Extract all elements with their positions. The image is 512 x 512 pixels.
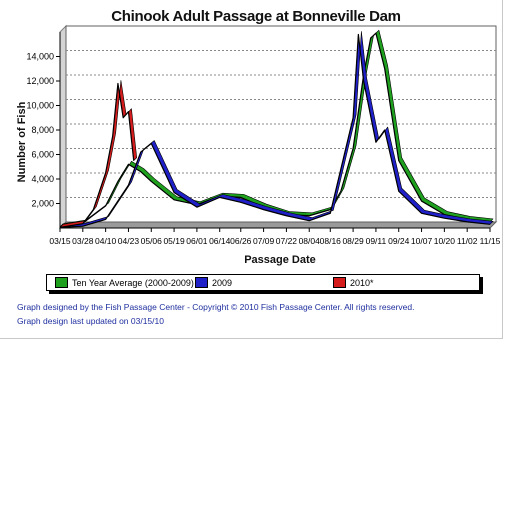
series-line-2 [59,82,135,228]
legend-label: Ten Year Average (2000-2009) [72,278,194,288]
x-tick-label: 08/04 [299,236,321,246]
chart-title: Chinook Adult Passage at Bonneville Dam [111,8,401,25]
x-tick-label: 05/06 [141,236,163,246]
legend-swatch-ten-year-average [55,277,68,288]
x-tick-label: 03/28 [72,236,94,246]
plot-left-wall [59,24,67,230]
legend-item-2009: 2009 [195,277,232,288]
x-tick-label: 09/24 [388,236,410,246]
y-tick-label: 6,000 [31,150,54,160]
legend-item-2010: 2010* [333,277,374,288]
legend-label: 2010* [350,278,374,288]
chart-frame [0,0,503,339]
plot-floor [58,221,498,229]
x-tick-label: 08/29 [342,236,364,246]
x-tick-label: 10/20 [434,236,456,246]
series-line-1 [59,33,491,228]
y-tick-label: 12,000 [26,76,54,86]
y-tick-label: 10,000 [26,101,54,111]
x-tick-label: 11/15 [480,236,501,246]
x-tick-label: 11/02 [457,236,478,246]
x-tick-label: 06/14 [209,236,231,246]
x-tick-label: 04/23 [118,236,140,246]
x-tick-label: 05/19 [163,236,185,246]
legend-swatch-2009 [195,277,208,288]
copyright-note: Graph designed by the Fish Passage Cente… [17,302,415,312]
x-axis-label: Passage Date [244,254,316,266]
y-tick-label: 8,000 [31,125,54,135]
x-tick-label: 03/15 [49,236,71,246]
legend-label: 2009 [212,278,233,288]
legend-swatch-2010 [333,277,346,288]
y-tick-label: 2,000 [31,199,54,209]
x-tick-label: 07/09 [253,236,275,246]
y-tick-label: 4,000 [31,174,54,184]
x-tick-label: 08/16 [320,236,342,246]
chart-legend: Ten Year Average (2000-2009) 2009 2010* [46,274,480,291]
update-note: Graph design last updated on 03/15/10 [17,316,164,326]
legend-item-ten-year-average: Ten Year Average (2000-2009) [55,277,194,288]
x-tick-label: 06/26 [230,236,252,246]
x-tick-label: 06/01 [186,236,208,246]
plot-back-wall [65,25,497,223]
chart-plot: 2,000 4,000 6,000 8,000 10,000 12,000 14,000 03… [26,24,501,246]
x-tick-label: 10/07 [411,236,433,246]
y-tick-label: 14,000 [26,52,54,62]
x-tick-label: 09/11 [366,236,387,246]
x-tick-label: 07/22 [276,236,298,246]
x-tick-label: 04/10 [95,236,117,246]
